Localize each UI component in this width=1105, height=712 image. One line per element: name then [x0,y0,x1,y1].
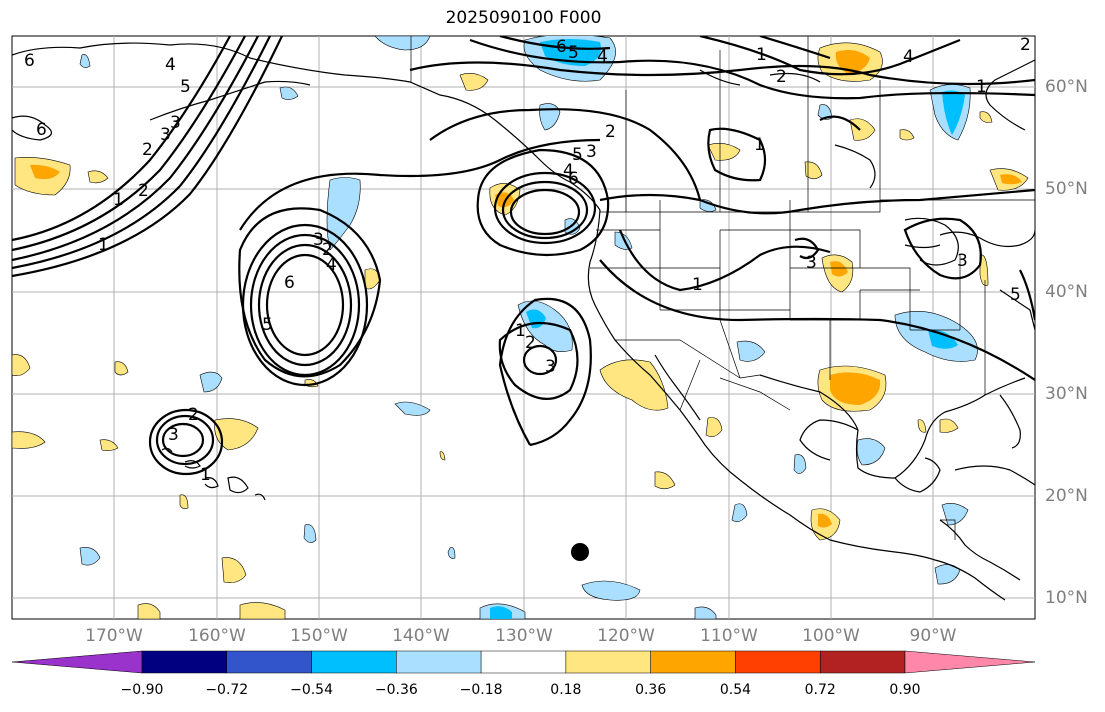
colorbar-swatch [141,650,228,674]
colorbar-tick-label: −0.18 [459,682,503,698]
contour-label: 2 [1020,35,1031,55]
lon-label-170w: 170°W [85,626,143,646]
colorbar-tick-label: 0.72 [804,682,836,698]
contour-label: 1 [756,45,767,65]
contour-lines [12,36,1035,476]
contour-label: 1 [113,190,124,210]
lon-label-160w: 160°W [188,626,246,646]
shaded-anomaly-patches [12,36,1029,619]
contour-label: 2 [776,67,787,87]
map-title: 2025090100 F000 [445,8,602,28]
contour-label: 5 [180,77,191,97]
colorbar-tick-label: 0.18 [550,682,582,698]
contour-label: 5 [568,43,579,63]
colorbar-tick-label: 0.90 [889,682,921,698]
colorbar [11,650,1036,674]
contour-label: 4 [597,47,608,67]
contour-label: 1 [754,135,765,155]
colorbar-tick-label: −0.36 [374,682,418,698]
lon-label-130w: 130°W [495,626,553,646]
lon-label-100w: 100°W [802,626,860,646]
contour-label: 1 [98,235,109,255]
colorbar-tick-label: −0.90 [120,682,164,698]
lat-label-10n: 10°N [1045,588,1088,608]
contour-label: 2 [525,333,536,353]
contour-label: 1 [515,321,526,341]
coastlines [12,42,1035,601]
colorbar-tick-label: −0.72 [205,682,249,698]
contour-label: 2 [188,405,199,425]
colorbar-extend-high [904,650,1036,674]
colorbar-swatch [480,650,567,674]
contour-label: 1 [976,77,987,97]
contour-label: 2 [138,181,149,201]
contour-label: 6 [284,273,295,293]
contour-label: 2 [142,140,153,160]
colorbar-swatch [311,650,397,674]
colorbar-swatch [565,650,651,674]
contour-label: 1 [692,275,703,295]
contour-label: 6 [568,169,579,189]
colorbar-swatch [226,650,312,674]
lon-label-110w: 110°W [700,626,758,646]
contour-label: 5 [572,145,583,165]
colorbar-swatch [819,650,906,674]
colorbar-extend-low [11,650,143,674]
contour-label: 2 [605,122,616,142]
colorbar-swatch [650,650,736,674]
lat-label-50n: 50°N [1045,179,1088,199]
contour-label: 3 [806,253,817,273]
lat-label-30n: 30°N [1045,384,1088,404]
contour-label: 4 [903,47,914,67]
lat-label-40n: 40°N [1045,282,1088,302]
contour-label: 2 [322,240,333,260]
contour-label-group: 1 2 3 4 5 6 1 2 3 4 5 6 1 2 3 4 5 6 1 2 … [24,35,1031,485]
contour-label: 3 [957,251,968,271]
lon-label-120w: 120°W [597,626,655,646]
contour-label: 6 [36,120,47,140]
contour-label: 4 [165,55,176,75]
contour-label: 3 [170,113,181,133]
contour-label: 6 [556,37,567,57]
colorbar-tick-label: 0.54 [719,682,752,698]
colorbar-swatches [11,650,1036,674]
contour-label: 5 [262,315,273,335]
contour-label: 4 [563,161,574,181]
contour-label: 3 [168,425,179,445]
contour-label: 3 [586,142,597,162]
contour-label: 5 [1010,285,1021,305]
lat-label-60n: 60°N [1045,77,1088,97]
lon-label-150w: 150°W [290,626,348,646]
colorbar-tick-label: 0.36 [635,682,667,698]
colorbar-tick-label: −0.54 [290,682,333,698]
contour-label: 1 [200,465,211,485]
contour-label: 3 [313,230,324,250]
contour-label: 3 [160,125,171,145]
lat-label-20n: 20°N [1045,486,1088,506]
lon-label-140w: 140°W [392,626,450,646]
contour-label: 6 [24,51,35,71]
colorbar-swatch [396,650,482,674]
contour-label: 3 [545,357,556,377]
lon-label-90w: 90°W [909,626,957,646]
contour-label: 4 [326,255,337,275]
location-marker [571,543,589,561]
colorbar-swatch [735,650,821,674]
